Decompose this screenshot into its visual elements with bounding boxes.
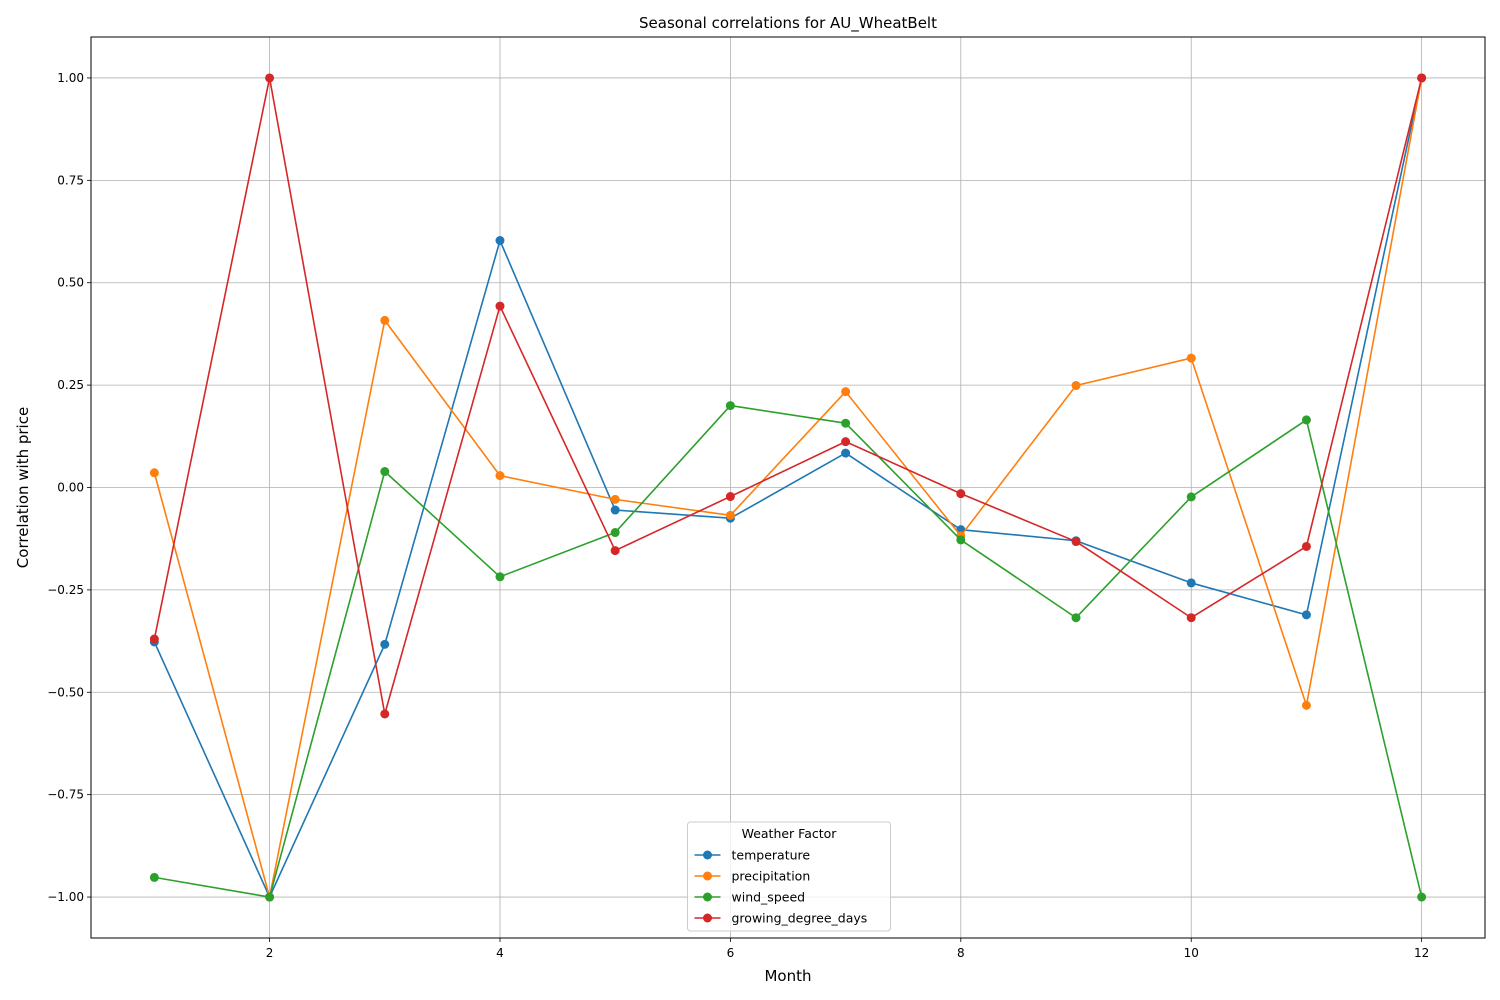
legend-label: wind_speed bbox=[732, 890, 806, 905]
data-point-wind_speed bbox=[956, 535, 966, 545]
data-point-wind_speed bbox=[610, 528, 620, 538]
legend-title: Weather Factor bbox=[742, 826, 838, 841]
grid bbox=[91, 37, 1485, 938]
data-point-wind_speed bbox=[380, 467, 390, 477]
y-tick-label: 0.25 bbox=[57, 378, 84, 392]
y-tick-label: 0.50 bbox=[57, 276, 84, 290]
data-point-wind_speed bbox=[149, 872, 159, 882]
y-axis: −1.00 −0.75 −0.50 −0.25 0.00 0.25 0.50 0.75 1.00 bbox=[47, 71, 91, 904]
series-wind_speed bbox=[149, 401, 1427, 902]
legend-swatch-marker bbox=[703, 892, 712, 902]
y-tick-label: −0.75 bbox=[47, 788, 84, 802]
x-tick-label: 10 bbox=[1184, 946, 1199, 960]
x-tick-label: 8 bbox=[957, 946, 965, 960]
data-point-temperature bbox=[841, 448, 851, 458]
y-tick-label: 0.75 bbox=[57, 173, 84, 187]
chart-title: Seasonal correlations for AU_WheatBelt bbox=[639, 14, 937, 33]
data-point-wind_speed bbox=[1071, 613, 1081, 623]
x-tick-label: 4 bbox=[496, 946, 504, 960]
data-point-growing_degree_days bbox=[1186, 613, 1196, 623]
data-point-temperature bbox=[1186, 578, 1196, 588]
data-point-temperature bbox=[610, 505, 620, 515]
x-tick-label: 12 bbox=[1414, 946, 1429, 960]
data-point-precipitation bbox=[380, 315, 390, 325]
series-line-precipitation bbox=[153, 77, 1423, 898]
data-point-precipitation bbox=[1186, 353, 1196, 363]
data-point-temperature bbox=[1301, 610, 1311, 620]
legend-label: temperature bbox=[732, 848, 811, 863]
data-point-growing_degree_days bbox=[1417, 73, 1427, 83]
data-point-growing_degree_days bbox=[1071, 537, 1081, 547]
data-point-growing_degree_days bbox=[956, 489, 966, 499]
data-point-precipitation bbox=[610, 494, 620, 504]
x-tick-label: 6 bbox=[727, 946, 735, 960]
legend-label: precipitation bbox=[732, 869, 811, 884]
data-point-growing_degree_days bbox=[149, 634, 159, 644]
legend-box bbox=[687, 821, 891, 932]
data-point-wind_speed bbox=[1417, 892, 1427, 902]
x-tick-label: 2 bbox=[266, 946, 274, 960]
data-point-wind_speed bbox=[1186, 492, 1196, 502]
legend-label: growing_degree_days bbox=[732, 911, 868, 926]
series-lines bbox=[149, 73, 1427, 902]
data-point-temperature bbox=[380, 639, 390, 649]
series-line-temperature bbox=[153, 77, 1423, 898]
data-point-precipitation bbox=[725, 510, 735, 520]
data-point-wind_speed bbox=[725, 401, 735, 411]
y-tick-label: −1.00 bbox=[47, 890, 84, 904]
legend-swatch-marker bbox=[703, 871, 712, 881]
data-point-growing_degree_days bbox=[610, 546, 620, 556]
data-point-wind_speed bbox=[265, 892, 275, 902]
data-point-precipitation bbox=[149, 468, 159, 478]
y-tick-label: 1.00 bbox=[57, 71, 84, 85]
data-point-precipitation bbox=[495, 471, 505, 481]
data-point-growing_degree_days bbox=[380, 709, 390, 719]
data-point-growing_degree_days bbox=[841, 437, 851, 447]
data-point-growing_degree_days bbox=[495, 301, 505, 311]
x-axis-title: Month bbox=[764, 967, 811, 985]
y-axis-title: Correlation with price bbox=[14, 407, 32, 568]
legend-swatch-marker bbox=[703, 913, 712, 923]
y-tick-label: 0.00 bbox=[57, 481, 84, 495]
data-point-wind_speed bbox=[841, 418, 851, 428]
data-point-temperature bbox=[495, 236, 505, 246]
data-point-growing_degree_days bbox=[265, 73, 275, 83]
series-growing_degree_days bbox=[149, 73, 1427, 719]
series-line-growing_degree_days bbox=[153, 77, 1423, 715]
y-tick-label: −0.25 bbox=[47, 583, 84, 597]
legend: Weather Factor temperature precipitation w… bbox=[687, 821, 891, 932]
data-point-growing_degree_days bbox=[1301, 541, 1311, 551]
data-point-precipitation bbox=[1301, 700, 1311, 710]
series-line-wind_speed bbox=[154, 404, 1423, 898]
data-point-wind_speed bbox=[1301, 415, 1311, 425]
y-tick-label: −0.50 bbox=[47, 685, 84, 699]
legend-swatch-marker bbox=[703, 850, 712, 860]
data-point-precipitation bbox=[841, 387, 851, 397]
data-point-wind_speed bbox=[495, 572, 505, 582]
data-point-growing_degree_days bbox=[725, 492, 735, 502]
data-point-precipitation bbox=[1071, 381, 1081, 391]
x-axis: 2 4 6 8 10 12 bbox=[266, 938, 1429, 960]
series-precipitation bbox=[149, 73, 1427, 902]
